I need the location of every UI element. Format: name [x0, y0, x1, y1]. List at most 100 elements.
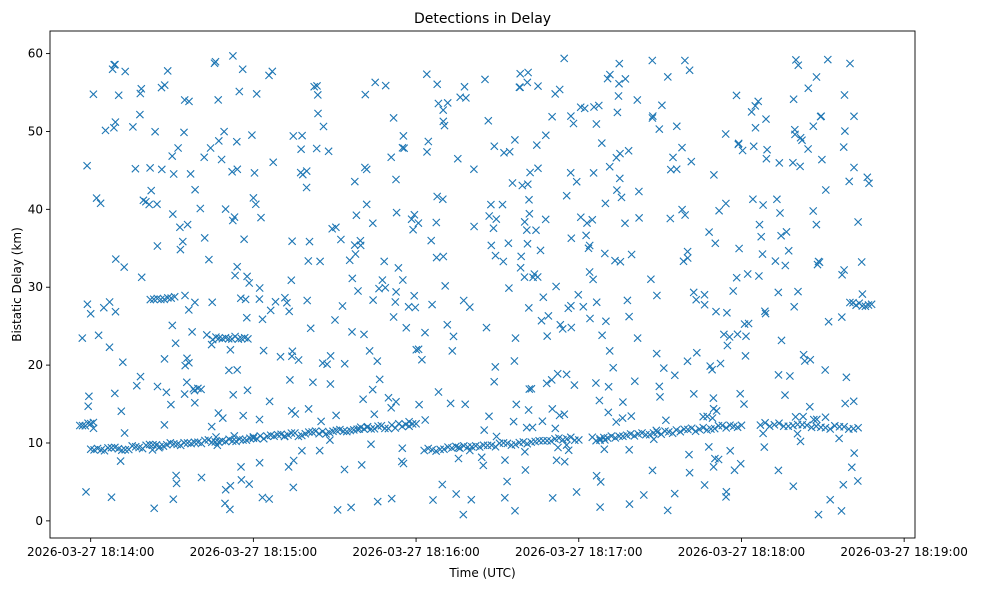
data-point	[737, 421, 746, 430]
data-point	[765, 422, 774, 431]
data-point	[796, 437, 805, 446]
data-point	[371, 78, 380, 87]
data-point	[605, 346, 614, 355]
data-point	[560, 410, 569, 419]
data-point	[294, 356, 303, 364]
data-point	[556, 320, 565, 329]
data-point	[492, 432, 501, 441]
data-point	[790, 302, 799, 311]
data-point	[269, 158, 278, 167]
data-point	[541, 131, 550, 140]
data-point	[185, 97, 193, 106]
data-point	[794, 287, 802, 296]
data-point	[653, 428, 662, 437]
data-point	[624, 146, 633, 155]
data-point	[315, 429, 324, 438]
data-point	[748, 195, 757, 204]
data-point	[389, 113, 398, 122]
data-point	[826, 495, 835, 504]
data-point	[520, 217, 529, 226]
data-point	[243, 272, 252, 281]
data-point	[345, 256, 354, 265]
data-point	[191, 185, 200, 194]
data-point	[221, 499, 229, 508]
data-point	[228, 51, 237, 60]
data-point	[722, 308, 731, 317]
data-point	[449, 332, 458, 341]
data-point	[479, 461, 488, 470]
data-point	[663, 506, 672, 515]
data-point	[641, 430, 650, 439]
data-point	[105, 298, 114, 306]
data-point	[207, 438, 216, 447]
data-point	[169, 439, 178, 448]
data-point	[600, 445, 609, 454]
data-point	[685, 66, 694, 75]
data-point	[672, 122, 681, 131]
data-point	[285, 375, 294, 384]
data-point	[522, 423, 531, 432]
data-point	[732, 273, 741, 282]
data-point	[356, 236, 365, 245]
data-point	[384, 393, 393, 402]
data-point	[804, 84, 813, 93]
data-point	[736, 389, 745, 398]
data-point	[799, 412, 808, 421]
data-point	[562, 370, 571, 379]
data-point	[273, 430, 282, 439]
data-point	[111, 60, 119, 69]
y-tick-label: 0	[35, 514, 43, 528]
data-point	[109, 123, 118, 132]
data-point	[317, 417, 326, 426]
data-point	[454, 454, 463, 463]
data-point	[812, 415, 821, 424]
data-point	[84, 402, 93, 411]
data-point	[108, 65, 117, 74]
data-point	[609, 363, 618, 372]
y-tick-label: 50	[28, 124, 43, 138]
data-point	[596, 477, 605, 486]
data-point	[297, 446, 306, 455]
data-point	[555, 411, 564, 420]
data-point	[515, 83, 524, 92]
data-point	[706, 362, 715, 371]
data-point	[508, 179, 517, 187]
data-point	[429, 496, 437, 504]
data-point	[287, 429, 296, 438]
data-point	[763, 145, 772, 154]
data-point	[461, 93, 470, 102]
data-point	[840, 91, 849, 99]
data-point	[687, 157, 696, 166]
data-point	[627, 250, 636, 259]
data-point	[332, 411, 341, 420]
data-point	[226, 481, 235, 490]
data-point	[672, 426, 681, 434]
data-point	[256, 432, 265, 440]
data-point	[276, 352, 285, 361]
data-point	[666, 214, 675, 223]
data-point	[305, 237, 314, 246]
data-point	[522, 226, 531, 235]
data-point	[705, 228, 714, 237]
data-point	[368, 385, 377, 394]
data-point	[311, 427, 320, 436]
data-point	[368, 219, 377, 228]
data-point	[850, 449, 859, 458]
data-point	[226, 345, 235, 354]
data-point	[535, 436, 544, 445]
data-point	[562, 191, 571, 200]
data-point	[434, 99, 443, 108]
data-point	[592, 471, 601, 480]
data-point	[304, 257, 313, 265]
data-point	[804, 145, 813, 153]
data-point	[663, 72, 672, 81]
data-point	[389, 313, 398, 321]
data-point	[605, 70, 614, 79]
x-tick-label: 2026-03-27 18:15:00	[190, 545, 317, 559]
data-point	[590, 103, 598, 111]
data-point	[181, 361, 190, 370]
data-point	[315, 446, 324, 455]
data-point	[324, 147, 333, 156]
data-point	[415, 400, 424, 409]
